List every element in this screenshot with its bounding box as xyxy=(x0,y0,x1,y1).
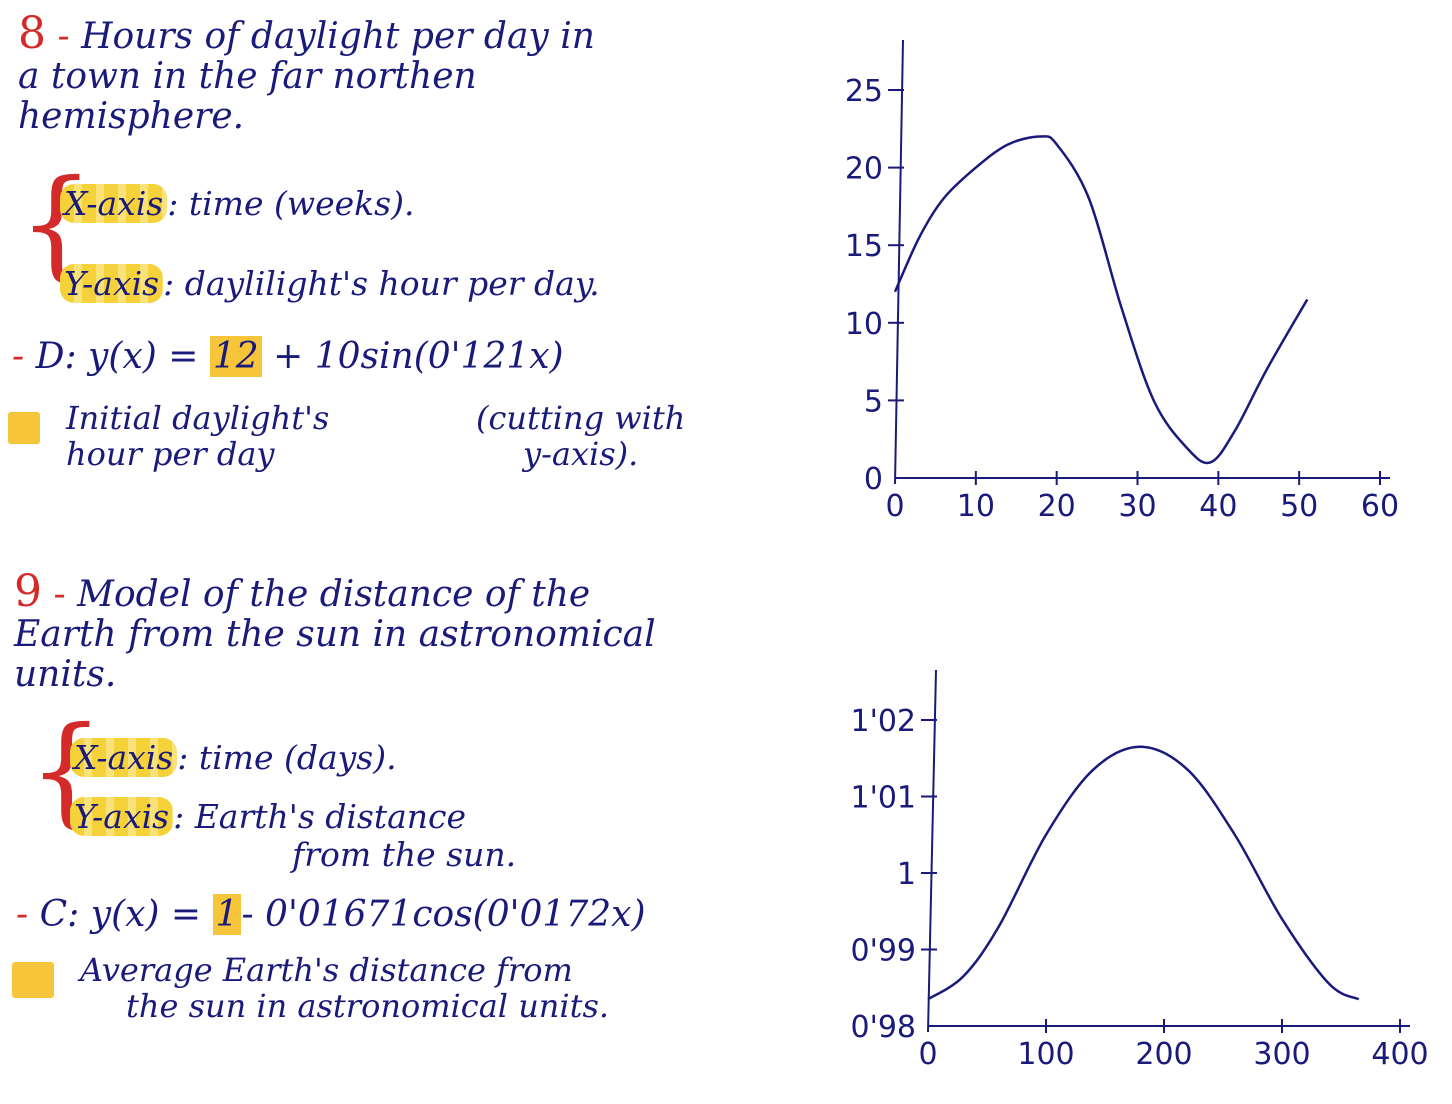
section-8-formula-prefix: D: y(x) = xyxy=(35,336,210,377)
x-tick-label: 50 xyxy=(1280,489,1318,524)
section-8-formula-rest: + 10sin(0'121x) xyxy=(261,336,564,377)
section-8-x-axis-desc: : time (weeks). xyxy=(167,184,415,223)
section-9-y-axis-label: Y-axis xyxy=(70,797,174,836)
y-tick-label: 25 xyxy=(845,74,883,109)
x-tick-label: 20 xyxy=(1038,489,1076,524)
section-8-title-line-1: Hours of daylight per day in xyxy=(81,16,595,57)
section-8-y-axis-label: Y-axis xyxy=(60,264,164,303)
series-line xyxy=(927,745,1360,1001)
y-tick-label: 1 xyxy=(897,857,916,892)
x-tick-label: 60 xyxy=(1361,489,1399,524)
section-8-formula: - D: y(x) = 12 + 10sin(0'121x) xyxy=(12,336,564,377)
section-9-note: Average Earth's distance from the sun in… xyxy=(80,952,609,1024)
y-tick-label: 0'99 xyxy=(850,934,916,969)
section-9-y-axis-desc: : Earth's distance xyxy=(173,797,467,836)
y-tick-label: 5 xyxy=(864,384,883,419)
section-8-note-aside-line-2: y-axis). xyxy=(523,435,639,473)
section-8-x-axis-line: X-axis: time (weeks). xyxy=(60,184,414,223)
section-9-formula-rest: - 0'01671cos(0'0172x) xyxy=(241,894,646,935)
section-9-x-axis-desc: : time (days). xyxy=(177,738,397,777)
section-8-note-aside-line-1: (cutting with xyxy=(476,399,686,437)
section-8-y-axis-line: Y-axis: daylilight's hour per day. xyxy=(60,264,600,303)
x-tick-label: 100 xyxy=(1017,1037,1074,1072)
section-8-y-axis-desc: : daylilight's hour per day. xyxy=(163,264,600,303)
y-axis-line xyxy=(894,40,904,485)
section-9-formula: - C: y(x) = 1- 0'01671cos(0'0172x) xyxy=(16,894,646,935)
section-9-formula-dash: - xyxy=(16,894,29,935)
y-axis-line xyxy=(927,669,937,1033)
x-tick-label: 40 xyxy=(1199,489,1237,524)
y-tick-label: 10 xyxy=(845,307,883,342)
section-8-note-aside: (cutting with y-axis). xyxy=(476,400,685,472)
y-tick-label: 15 xyxy=(845,229,883,264)
section-9-number: 9 xyxy=(14,566,42,617)
section-8-dash: - xyxy=(57,16,70,57)
section-9-x-axis-label: X-axis xyxy=(70,738,178,777)
section-8-title: 8 - Hours of daylight per day in a town … xyxy=(18,12,738,137)
x-tick-label: 200 xyxy=(1135,1037,1192,1072)
section-8-x-axis-label: X-axis xyxy=(60,184,168,223)
section-9-note-line-2: the sun in astronomical units. xyxy=(126,987,610,1025)
y-tick-label: 20 xyxy=(845,152,883,187)
daylight-chart: 0 10 20 30 40 50 60 0 5 10 15 20 25 xyxy=(845,40,1399,524)
x-tick-label: 30 xyxy=(1118,489,1156,524)
x-tick-label: 400 xyxy=(1371,1037,1428,1072)
section-9-note-line-1: Average Earth's distance from xyxy=(80,951,573,989)
x-tick-label: 10 xyxy=(957,489,995,524)
series-line xyxy=(893,135,1309,465)
section-8-note: Initial daylight's hour per day xyxy=(66,400,329,472)
section-9-dash: - xyxy=(53,574,66,615)
x-tick-label: 0 xyxy=(918,1037,937,1072)
y-tick-label: 0'98 xyxy=(850,1010,916,1045)
section-8-number: 8 xyxy=(18,8,46,59)
section-8-title-line-3: hemisphere. xyxy=(18,96,245,137)
section-9-x-axis-line: X-axis: time (days). xyxy=(70,738,397,777)
y-tick-label: 1'02 xyxy=(850,704,916,739)
y-tick-label: 1'01 xyxy=(850,781,916,816)
x-tick-label: 0 xyxy=(885,489,904,524)
section-8-note-line-1: Initial daylight's xyxy=(66,399,330,437)
section-9-y-axis-desc-2: from the sun. xyxy=(292,835,517,874)
section-8-note-line-2: hour per day xyxy=(66,435,275,473)
earth-distance-chart: 0 100 200 300 400 0'98 0'99 1 1'01 1'02 xyxy=(850,669,1429,1072)
section-9-title-line-2: Earth from the sun in astronomical xyxy=(14,614,656,655)
section-8-formula-dash: - xyxy=(12,336,25,377)
section-9-title-line-1: Model of the distance of the xyxy=(77,574,591,615)
section-8-highlight-legend-swatch xyxy=(8,412,40,444)
section-8-title-line-2: a town in the far northen xyxy=(18,56,477,97)
x-tick-label: 300 xyxy=(1253,1037,1310,1072)
section-9-title: 9 - Model of the distance of the Earth f… xyxy=(14,570,814,695)
section-8-formula-box: 12 xyxy=(209,336,262,377)
section-9-formula-box: 1 xyxy=(212,894,242,935)
section-9-highlight-legend-swatch xyxy=(12,962,54,998)
section-9-formula-prefix: C: y(x) = xyxy=(39,894,213,935)
section-9-title-line-3: units. xyxy=(14,654,117,695)
y-tick-label: 0 xyxy=(864,462,883,497)
section-9-y-axis-line: Y-axis: Earth's distance from the sun. xyxy=(70,797,517,874)
